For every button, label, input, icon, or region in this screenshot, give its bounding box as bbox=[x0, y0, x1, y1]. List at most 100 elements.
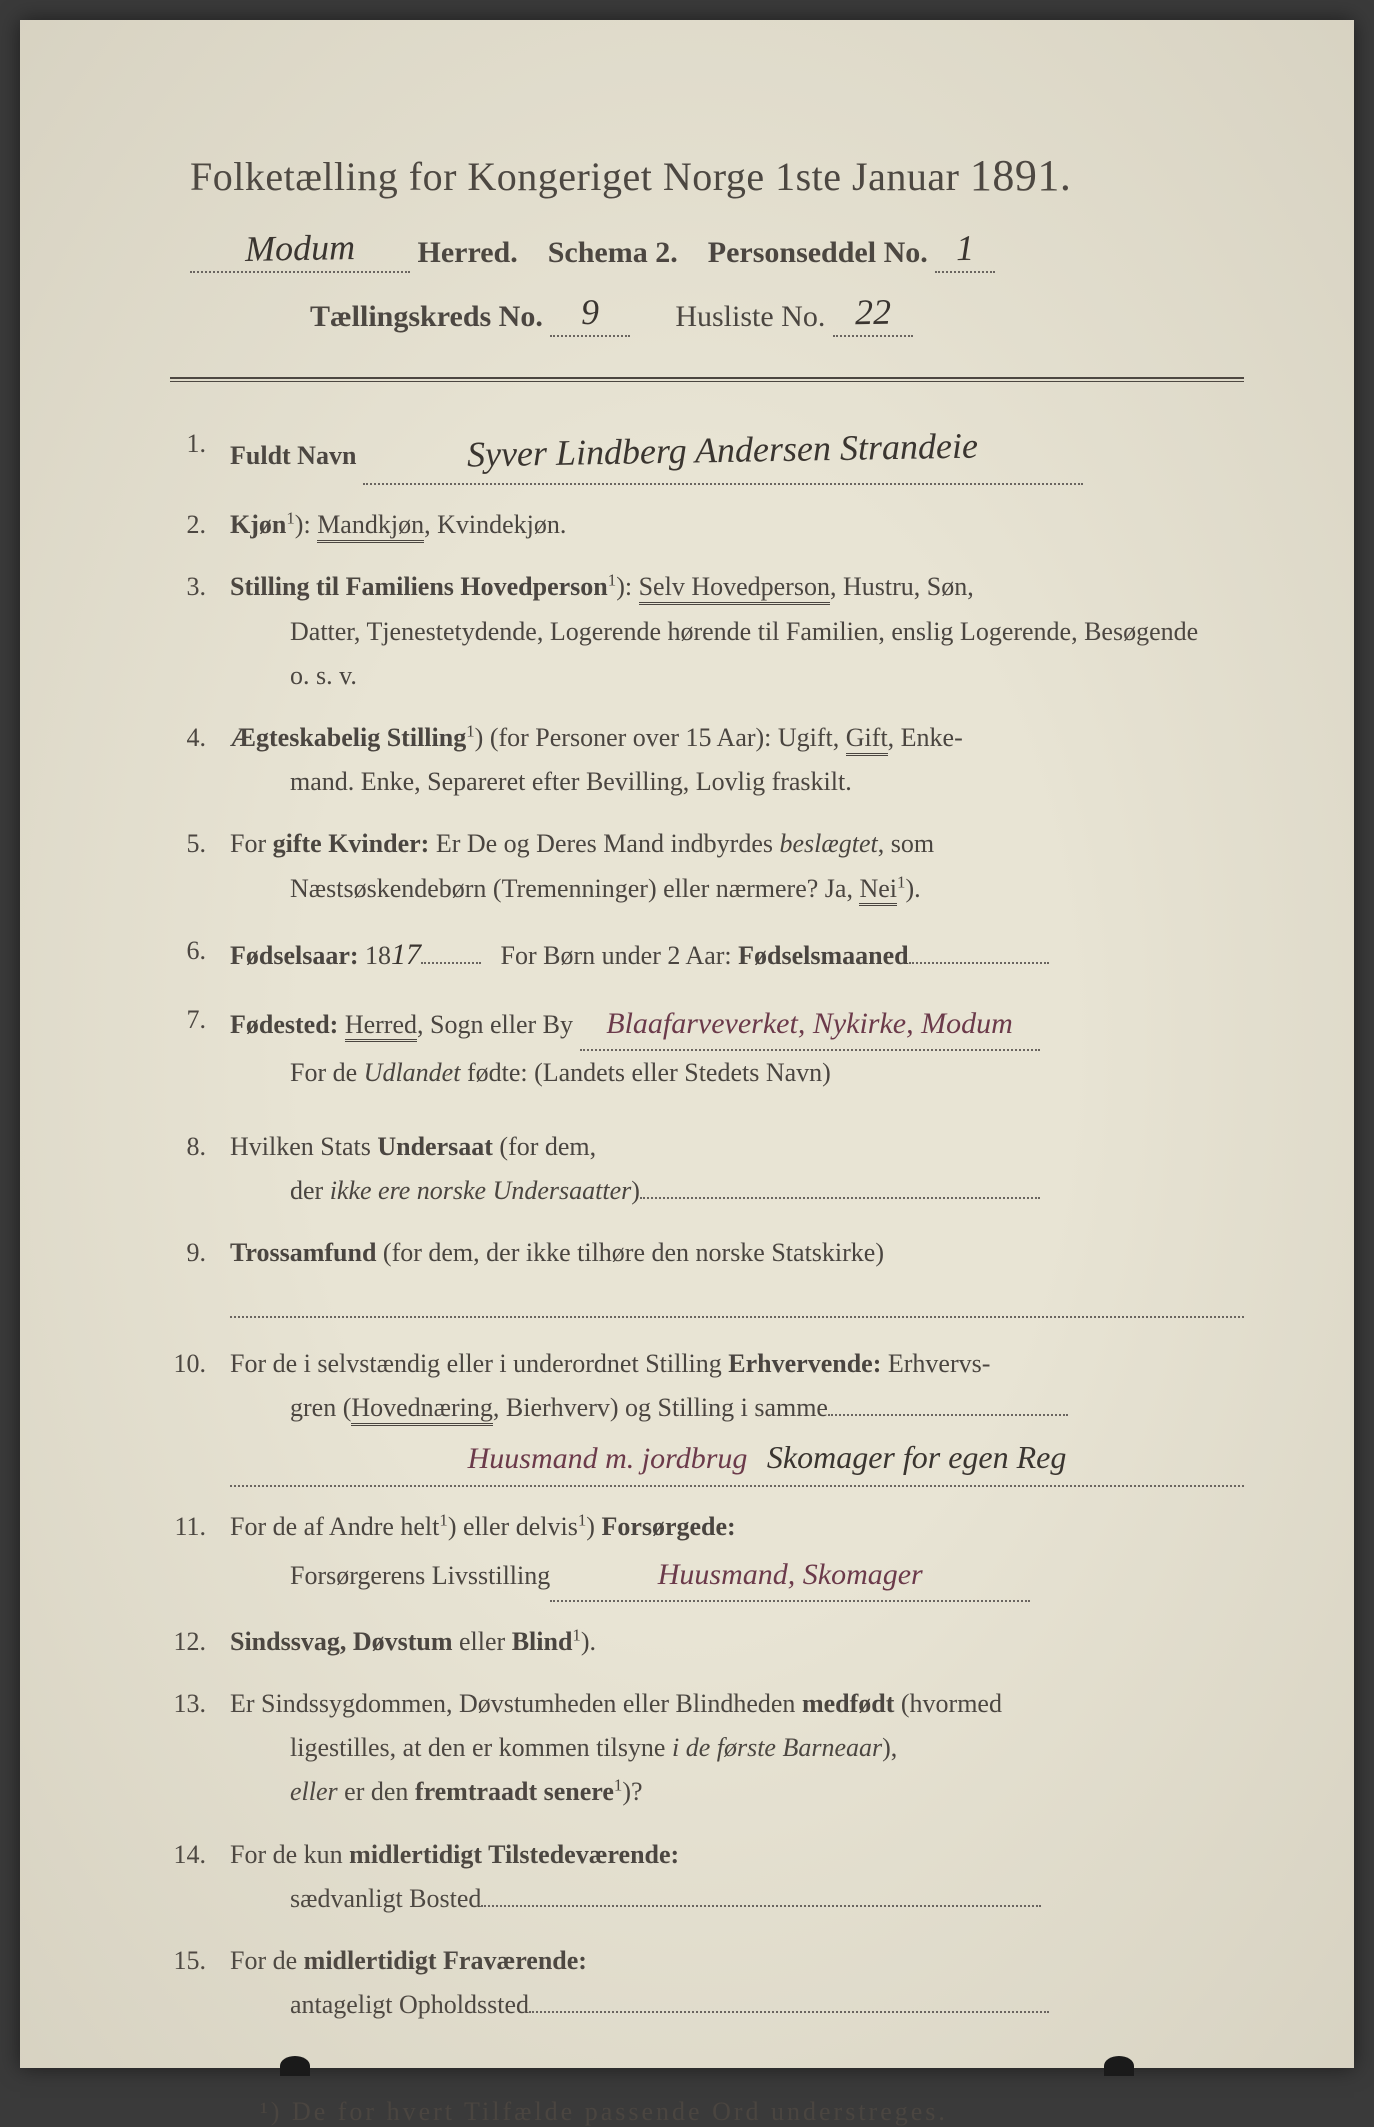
form-items: 1. Fuldt Navn Syver Lindberg Andersen St… bbox=[170, 422, 1244, 2027]
l3-rest: , Hustru, Søn, bbox=[830, 572, 974, 601]
item-content: Ægteskabelig Stilling1) (for Personer ov… bbox=[230, 716, 1244, 804]
l15-t: For de bbox=[230, 1946, 304, 1975]
l7-l2a: For de bbox=[290, 1058, 364, 1087]
l6-t2: For Børn under 2 Aar: bbox=[501, 941, 739, 970]
year-hand: 17 bbox=[391, 938, 421, 971]
l11-t1: For de af Andre helt bbox=[230, 1512, 439, 1541]
l10-hand1: Huusmand m. jordbrug bbox=[468, 1442, 748, 1475]
item-content: For de midlertidigt Fraværende: antageli… bbox=[230, 1939, 1244, 2027]
erhvervende: Erhvervende: bbox=[728, 1349, 881, 1378]
l3-line2: Datter, Tjenestetydende, Logerende høren… bbox=[230, 610, 1244, 654]
l7-l2b: fødte: (Landets eller Stedets Navn) bbox=[460, 1058, 830, 1087]
item-num: 14. bbox=[170, 1833, 230, 1921]
l7-l2i: Udlandet bbox=[364, 1058, 461, 1087]
item-12: 12. Sindssvag, Døvstum eller Blind1). bbox=[170, 1620, 1244, 1664]
schema-label: Schema 2. bbox=[548, 236, 678, 269]
item-1: 1. Fuldt Navn Syver Lindberg Andersen St… bbox=[170, 422, 1244, 485]
item-num: 6. bbox=[170, 929, 230, 980]
title-text: Folketælling for Kongeriget Norge 1ste J… bbox=[190, 154, 959, 199]
l10-hand2: Skomager for egen Reg bbox=[767, 1439, 1066, 1475]
l10-dots1 bbox=[828, 1414, 1068, 1416]
herred-under: Herred bbox=[345, 1011, 417, 1043]
l4-t1: (for Personer over 15 Aar): Ugift, bbox=[490, 723, 846, 752]
l13-l2a: ligestilles, at den er kommen tilsyne bbox=[290, 1733, 672, 1762]
item-content: Trossamfund (for dem, der ikke tilhøre d… bbox=[230, 1231, 1244, 1318]
kreds-value: 9 bbox=[581, 291, 600, 333]
forsorgede: Forsørgede: bbox=[601, 1512, 735, 1541]
l12-t: eller bbox=[453, 1627, 512, 1656]
footnote: ¹) De for hvert Tilfælde passende Ord un… bbox=[170, 2097, 1244, 2127]
l5-t2: Er De og Deres Mand indbyrdes bbox=[429, 829, 779, 858]
maaned-dots bbox=[909, 962, 1049, 964]
item-content: For de i selvstændig eller i underordnet… bbox=[230, 1342, 1244, 1487]
kreds-field: 9 bbox=[550, 293, 630, 337]
herred-field: Modum bbox=[190, 229, 410, 273]
l4-t2: , Enke- bbox=[888, 723, 963, 752]
kjon-label: Kjøn bbox=[230, 510, 286, 539]
personseddel-field: 1 bbox=[935, 229, 995, 273]
item-15: 15. For de midlertidigt Fraværende: anta… bbox=[170, 1939, 1244, 2027]
l13-l2i: i de første Barneaar bbox=[672, 1733, 882, 1762]
l5-line2: Næstsøskendebørn (Tremenninger) eller næ… bbox=[230, 867, 1244, 911]
item-9: 9. Trossamfund (for dem, der ikke tilhør… bbox=[170, 1231, 1244, 1318]
item-content: Hvilken Stats Undersaat (for dem, der ik… bbox=[230, 1125, 1244, 1213]
l11-l2: Forsørgerens Livsstilling bbox=[290, 1561, 550, 1590]
form-header: Folketælling for Kongeriget Norge 1ste J… bbox=[170, 150, 1244, 337]
herred-label: Herred. bbox=[418, 236, 518, 269]
l15-l2: antageligt Opholdssted bbox=[290, 1990, 529, 2019]
item-2: 2. Kjøn1): Mandkjøn, Kvindekjøn. bbox=[170, 503, 1244, 547]
personseddel-value: 1 bbox=[956, 227, 975, 269]
fuldt-navn-label: Fuldt Navn bbox=[230, 441, 356, 470]
aegteskab-label: Ægteskabelig Stilling bbox=[230, 723, 466, 752]
trossamfund: Trossamfund bbox=[230, 1238, 376, 1267]
l15-line2: antageligt Opholdssted bbox=[230, 1983, 1244, 2027]
item-num: 1. bbox=[170, 422, 230, 485]
l10-t1: For de i selvstændig eller i underordnet… bbox=[230, 1349, 728, 1378]
item-4: 4. Ægteskabelig Stilling1) (for Personer… bbox=[170, 716, 1244, 804]
item-num: 10. bbox=[170, 1342, 230, 1487]
sindssvag: Sindssvag, Døvstum bbox=[230, 1627, 453, 1656]
page-tear bbox=[1104, 2056, 1134, 2076]
item-content: For gifte Kvinder: Er De og Deres Mand i… bbox=[230, 822, 1244, 910]
item-14: 14. For de kun midlertidigt Tilstedevære… bbox=[170, 1833, 1244, 1921]
undersaat-dots bbox=[640, 1197, 1040, 1199]
l5-t1: For bbox=[230, 829, 273, 858]
navn-value: Syver Lindberg Andersen Strandeie bbox=[467, 416, 979, 486]
item-5: 5. For gifte Kvinder: Er De og Deres Man… bbox=[170, 822, 1244, 910]
item-num: 11. bbox=[170, 1505, 230, 1602]
l13-line2: ligestilles, at den er kommen tilsyne i … bbox=[230, 1726, 1244, 1770]
undersaat: Undersaat bbox=[377, 1132, 493, 1161]
item-content: For de af Andre helt1) eller delvis1) Fo… bbox=[230, 1505, 1244, 1602]
page-tear bbox=[280, 2056, 310, 2076]
navn-field: Syver Lindberg Andersen Strandeie bbox=[363, 422, 1083, 485]
tros-dots bbox=[230, 1281, 1244, 1317]
item-11: 11. For de af Andre helt1) eller delvis1… bbox=[170, 1505, 1244, 1602]
l10-hand-line: Huusmand m. jordbrug Skomager for egen R… bbox=[230, 1430, 1244, 1486]
l13-l3b: er den bbox=[338, 1777, 415, 1806]
l3-line3: o. s. v. bbox=[230, 654, 1244, 698]
item-13: 13. Er Sindssygdommen, Døvstumheden elle… bbox=[170, 1682, 1244, 1815]
hovednaering: Hovednæring bbox=[351, 1394, 493, 1426]
l5-line2a: Næstsøskendebørn (Tremenninger) eller næ… bbox=[290, 874, 859, 903]
l13-t1: Er Sindssygdommen, Døvstumheden eller Bl… bbox=[230, 1689, 802, 1718]
fodested-value: Blaafarveverket, Nykirke, Modum bbox=[606, 1007, 1013, 1040]
item-num: 7. bbox=[170, 998, 230, 1095]
l5-b1: gifte Kvinder: bbox=[273, 829, 430, 858]
husliste-value: 22 bbox=[854, 291, 891, 334]
item-8: 8. Hvilken Stats Undersaat (for dem, der… bbox=[170, 1125, 1244, 1213]
year-pre: 18 bbox=[359, 941, 392, 970]
opholdssted-dots bbox=[529, 2011, 1049, 2013]
nei: Nei bbox=[859, 875, 897, 907]
form-title: Folketælling for Kongeriget Norge 1ste J… bbox=[170, 150, 1244, 201]
item-3: 3. Stilling til Familiens Hovedperson1):… bbox=[170, 565, 1244, 698]
item-content: For de kun midlertidigt Tilstedeværende:… bbox=[230, 1833, 1244, 1921]
l11-field: Huusmand, Skomager bbox=[550, 1549, 1030, 1602]
census-form-page: Folketælling for Kongeriget Norge 1ste J… bbox=[20, 20, 1354, 2068]
l5-i1: beslægtet bbox=[780, 829, 878, 858]
l13-line3: eller er den fremtraadt senere1)? bbox=[230, 1770, 1244, 1814]
item-content: Kjøn1): Mandkjøn, Kvindekjøn. bbox=[230, 503, 1244, 547]
l14-line2: sædvanligt Bosted bbox=[230, 1877, 1244, 1921]
l9-text: (for dem, der ikke tilhøre den norske St… bbox=[376, 1238, 884, 1267]
l13-t2: (hvormed bbox=[894, 1689, 1002, 1718]
l7-text: , Sogn eller By bbox=[417, 1010, 573, 1039]
